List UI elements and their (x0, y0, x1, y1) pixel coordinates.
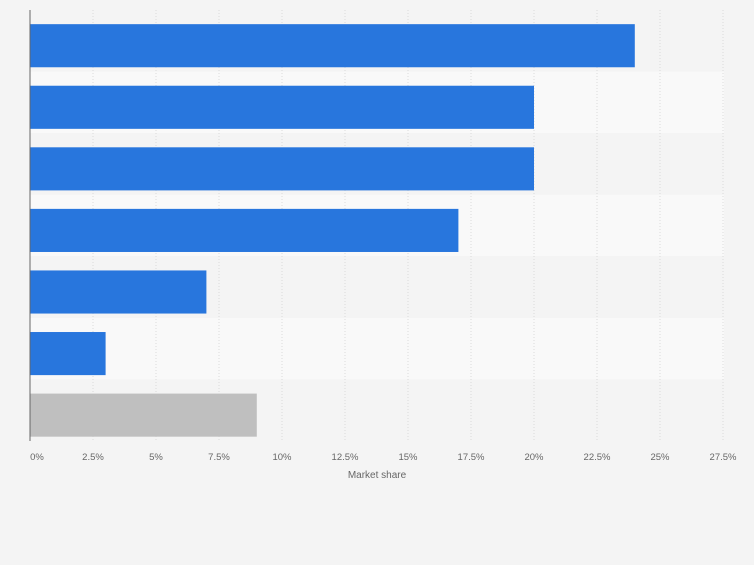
x-tick-label: 5% (149, 452, 163, 463)
x-tick-label: 0% (30, 452, 44, 463)
x-tick-label: 15% (398, 452, 418, 463)
x-axis-title: Market share (348, 470, 407, 481)
x-tick-label: 20% (524, 452, 544, 463)
x-tick-label: 12.5% (332, 452, 359, 463)
x-tick-label: 27.5% (710, 452, 737, 463)
x-tick-label: 10% (272, 452, 292, 463)
bar (30, 270, 207, 314)
bar (30, 147, 534, 191)
bar (30, 24, 635, 68)
bar (30, 332, 106, 376)
x-tick-label: 2.5% (82, 452, 104, 463)
bar (30, 85, 534, 129)
x-tick-label: 7.5% (208, 452, 230, 463)
x-tick-label: 22.5% (584, 452, 611, 463)
x-tick-label: 25% (650, 452, 670, 463)
x-tick-labels: 0% 2.5% 5% 7.5% 10% 12.5% 15% 17.5% 20% 22.5% 25% 2… (30, 452, 737, 463)
bar (30, 208, 459, 252)
row-band (30, 317, 724, 380)
bar (30, 393, 257, 437)
x-tick-label: 17.5% (458, 452, 485, 463)
bars (30, 24, 635, 437)
